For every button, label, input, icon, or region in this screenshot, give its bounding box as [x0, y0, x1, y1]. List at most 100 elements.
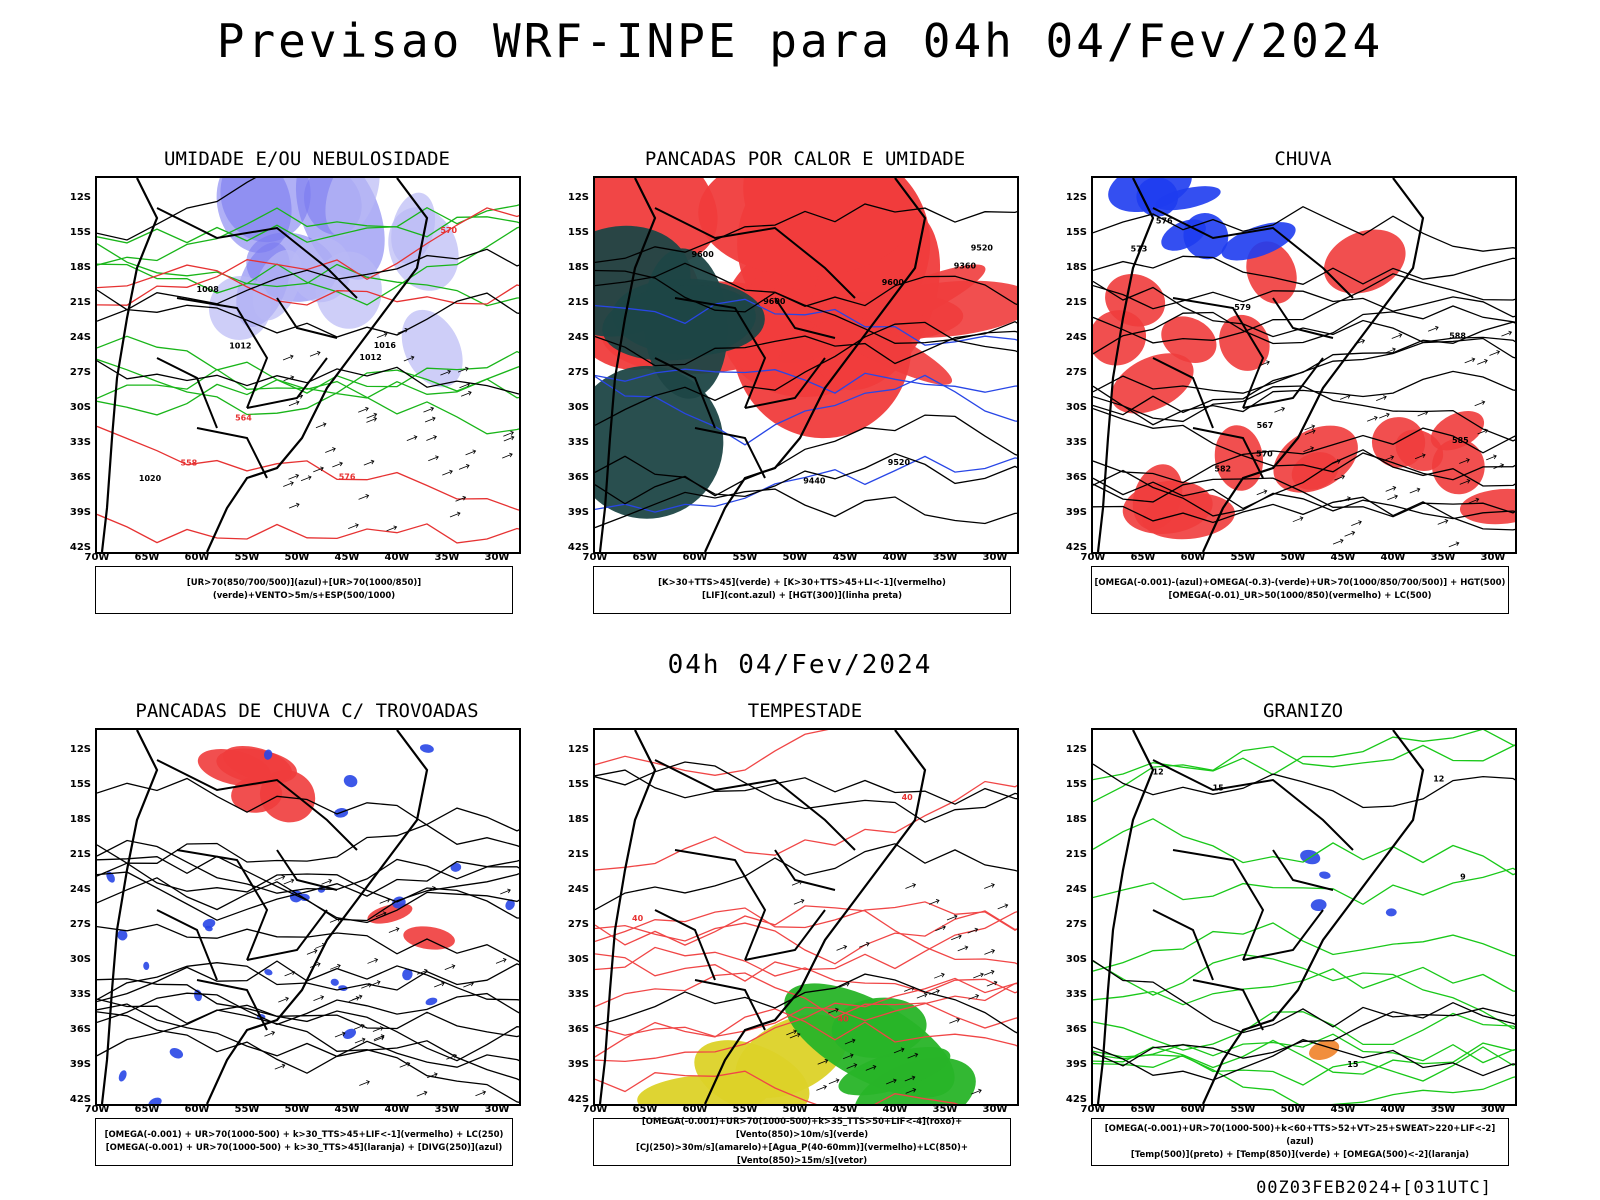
- contour-line: [1093, 966, 1515, 1006]
- wind-vector: [916, 992, 928, 999]
- contour-value-label: 1020: [139, 474, 162, 483]
- lat-tick-label: 15S: [1065, 227, 1087, 238]
- wind-vector: [388, 927, 400, 933]
- wind-vector: [424, 416, 436, 423]
- contour-line: [1093, 407, 1515, 481]
- lon-tick-label: 65W: [632, 1104, 658, 1115]
- lat-tick-label: 18S: [1065, 814, 1087, 825]
- wind-vector: [1489, 350, 1501, 356]
- contour-line: [1093, 305, 1515, 355]
- contour-value-label: 9520: [971, 244, 994, 253]
- lat-tick-label: 30S: [1065, 402, 1087, 413]
- panel-title: PANCADAS DE CHUVA C/ TROVOADAS: [135, 700, 479, 722]
- lat-tick-label: 42S: [567, 1094, 589, 1105]
- contour-line: [595, 269, 1017, 313]
- shaded-field: [204, 925, 213, 932]
- lat-tick-label: 42S: [1065, 542, 1087, 553]
- contour-line: [97, 807, 519, 864]
- lat-tick-label: 36S: [1065, 472, 1087, 483]
- contour-value-label: 9520: [888, 458, 911, 467]
- wind-vector: [1477, 358, 1488, 365]
- contour-line: [97, 292, 519, 338]
- wind-vector: [1474, 400, 1486, 407]
- lon-tick-label: 70W: [84, 1104, 110, 1115]
- panel-title: GRANIZO: [1262, 700, 1344, 722]
- shaded-field: [1291, 452, 1339, 490]
- lon-tick-label: 45W: [1330, 552, 1356, 563]
- political-border: [156, 207, 358, 479]
- wind-vector: [957, 945, 969, 952]
- contour-value-label: 582: [1214, 464, 1231, 473]
- shaded-field: [595, 365, 724, 519]
- legend-box: [UR>70(850/700/500)](azul)+[UR>70(1000/8…: [95, 566, 513, 614]
- wind-vector: [789, 1032, 801, 1039]
- lat-tick-label: 24S: [1065, 332, 1087, 343]
- panel-title: PANCADAS POR CALOR E UMIDADE: [644, 148, 966, 170]
- legend-line: [LIF](cont.azul) + [HGT(300)](linha pret…: [701, 591, 903, 601]
- contour-line: [97, 264, 519, 306]
- shaded-field: [838, 1047, 951, 1096]
- lat-tick-label: 36S: [69, 472, 91, 483]
- contour-line: [595, 973, 1017, 1034]
- wind-vector: [288, 400, 300, 407]
- wind-vector: [838, 981, 850, 988]
- lon-tick-label: 40W: [1380, 1104, 1406, 1115]
- wind-vector: [967, 927, 979, 934]
- wind-vector: [283, 878, 295, 885]
- wind-vector: [971, 1088, 982, 1095]
- legend-line: [K>30+TTS>45](verde) + [K>30+TTS>45+LI<-…: [658, 578, 946, 588]
- lat-tick-label: 24S: [567, 884, 589, 895]
- lon-tick-label: 30W: [484, 1104, 510, 1115]
- wind-vector: [274, 1063, 286, 1070]
- wind-vector: [951, 934, 962, 941]
- wind-vector: [359, 1080, 370, 1086]
- lon-tick-label: 65W: [632, 552, 658, 563]
- lon-tick-label: 40W: [384, 552, 410, 563]
- contour-line: [1093, 960, 1515, 1034]
- wind-vector: [1468, 497, 1480, 504]
- wind-vector: [397, 327, 409, 334]
- contour-value-label: 12: [1433, 775, 1444, 784]
- shaded-field: [117, 929, 128, 941]
- contour-value-label: 570: [440, 226, 457, 235]
- lat-tick-label: 33S: [567, 437, 589, 448]
- wind-vector: [313, 995, 325, 1002]
- contour-line: [97, 998, 519, 1103]
- wind-vector: [886, 1078, 897, 1085]
- contour-line: [595, 730, 829, 776]
- coastline: [1096, 178, 1425, 552]
- run-timestamp: 00Z03FEB2024+[031UTC]: [1256, 1178, 1492, 1198]
- shaded-field: [1219, 314, 1270, 371]
- wind-vector: [367, 958, 379, 964]
- wind-vector: [949, 1017, 960, 1024]
- contour-line: [1093, 1038, 1515, 1081]
- wind-vector: [423, 406, 435, 413]
- panel-umidade: UMIDADE E/OU NEBULOSIDADE 12S 15S 18S 21S 24S…: [57, 148, 557, 638]
- lon-tick-label: 70W: [1080, 1104, 1106, 1115]
- lat-tick-label: 33S: [1065, 989, 1087, 1000]
- contour-line: [97, 978, 519, 1062]
- shaded-field: [202, 918, 216, 929]
- political-border: [654, 759, 856, 1031]
- lon-tick-label: 40W: [882, 1104, 908, 1115]
- lat-tick-label: 24S: [69, 884, 91, 895]
- shaded-field: [1161, 219, 1206, 251]
- lon-tick-label: 55W: [234, 1104, 260, 1115]
- lon-tick-label: 40W: [384, 1104, 410, 1115]
- legend-line: [OMEGA(-0.001) + UR>70(1000-500) + k>30_…: [105, 1143, 503, 1153]
- shaded-field: [450, 862, 462, 872]
- wind-vector: [444, 964, 456, 971]
- lat-tick-label: 42S: [1065, 1094, 1087, 1105]
- wind-vector: [348, 996, 360, 1002]
- lat-tick-label: 12S: [567, 192, 589, 203]
- coastline: [100, 730, 429, 1104]
- wind-vector: [1366, 415, 1378, 422]
- contour-line: [595, 1008, 1017, 1058]
- wind-vector: [1332, 538, 1344, 545]
- wind-vector: [264, 1030, 276, 1037]
- wind-vector: [1344, 530, 1356, 537]
- wind-vector: [1448, 541, 1460, 548]
- wind-vector: [288, 473, 300, 480]
- shaded-field: [403, 926, 455, 950]
- contour-line: [97, 855, 519, 924]
